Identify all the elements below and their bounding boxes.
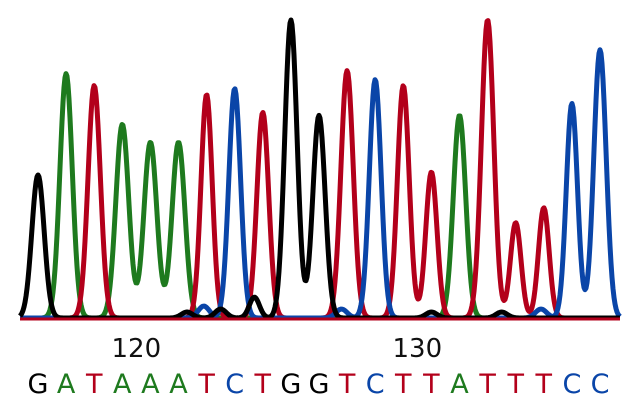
base-call-letter: T — [422, 369, 440, 400]
base-call-letter: T — [394, 369, 412, 400]
base-call-letter: T — [478, 369, 496, 400]
base-call-letter: C — [366, 369, 385, 400]
x-tick-label: 120 — [112, 334, 162, 364]
base-call-letter: G — [28, 369, 49, 400]
base-call-letter: G — [280, 369, 301, 400]
base-call-letter: A — [169, 369, 188, 400]
base-call-letter: T — [506, 369, 524, 400]
trace-A — [18, 71, 622, 321]
base-call-letter: T — [535, 369, 553, 400]
trace-layer — [18, 17, 622, 321]
base-call-letter: A — [141, 369, 160, 400]
base-call-letter: C — [562, 369, 581, 400]
base-call-letter: A — [57, 369, 76, 400]
x-tick-labels: 120 130 — [112, 334, 443, 364]
base-call-letter: C — [591, 369, 610, 400]
base-call-letter: G — [309, 369, 330, 400]
base-call-letter: T — [197, 369, 215, 400]
base-call-letter: T — [85, 369, 103, 400]
base-call-letter: T — [338, 369, 356, 400]
base-call-letter: A — [450, 369, 469, 400]
x-tick-label: 130 — [393, 334, 443, 364]
base-call-letter: A — [113, 369, 132, 400]
base-call-letter: T — [254, 369, 272, 400]
base-call-letter: C — [225, 369, 244, 400]
